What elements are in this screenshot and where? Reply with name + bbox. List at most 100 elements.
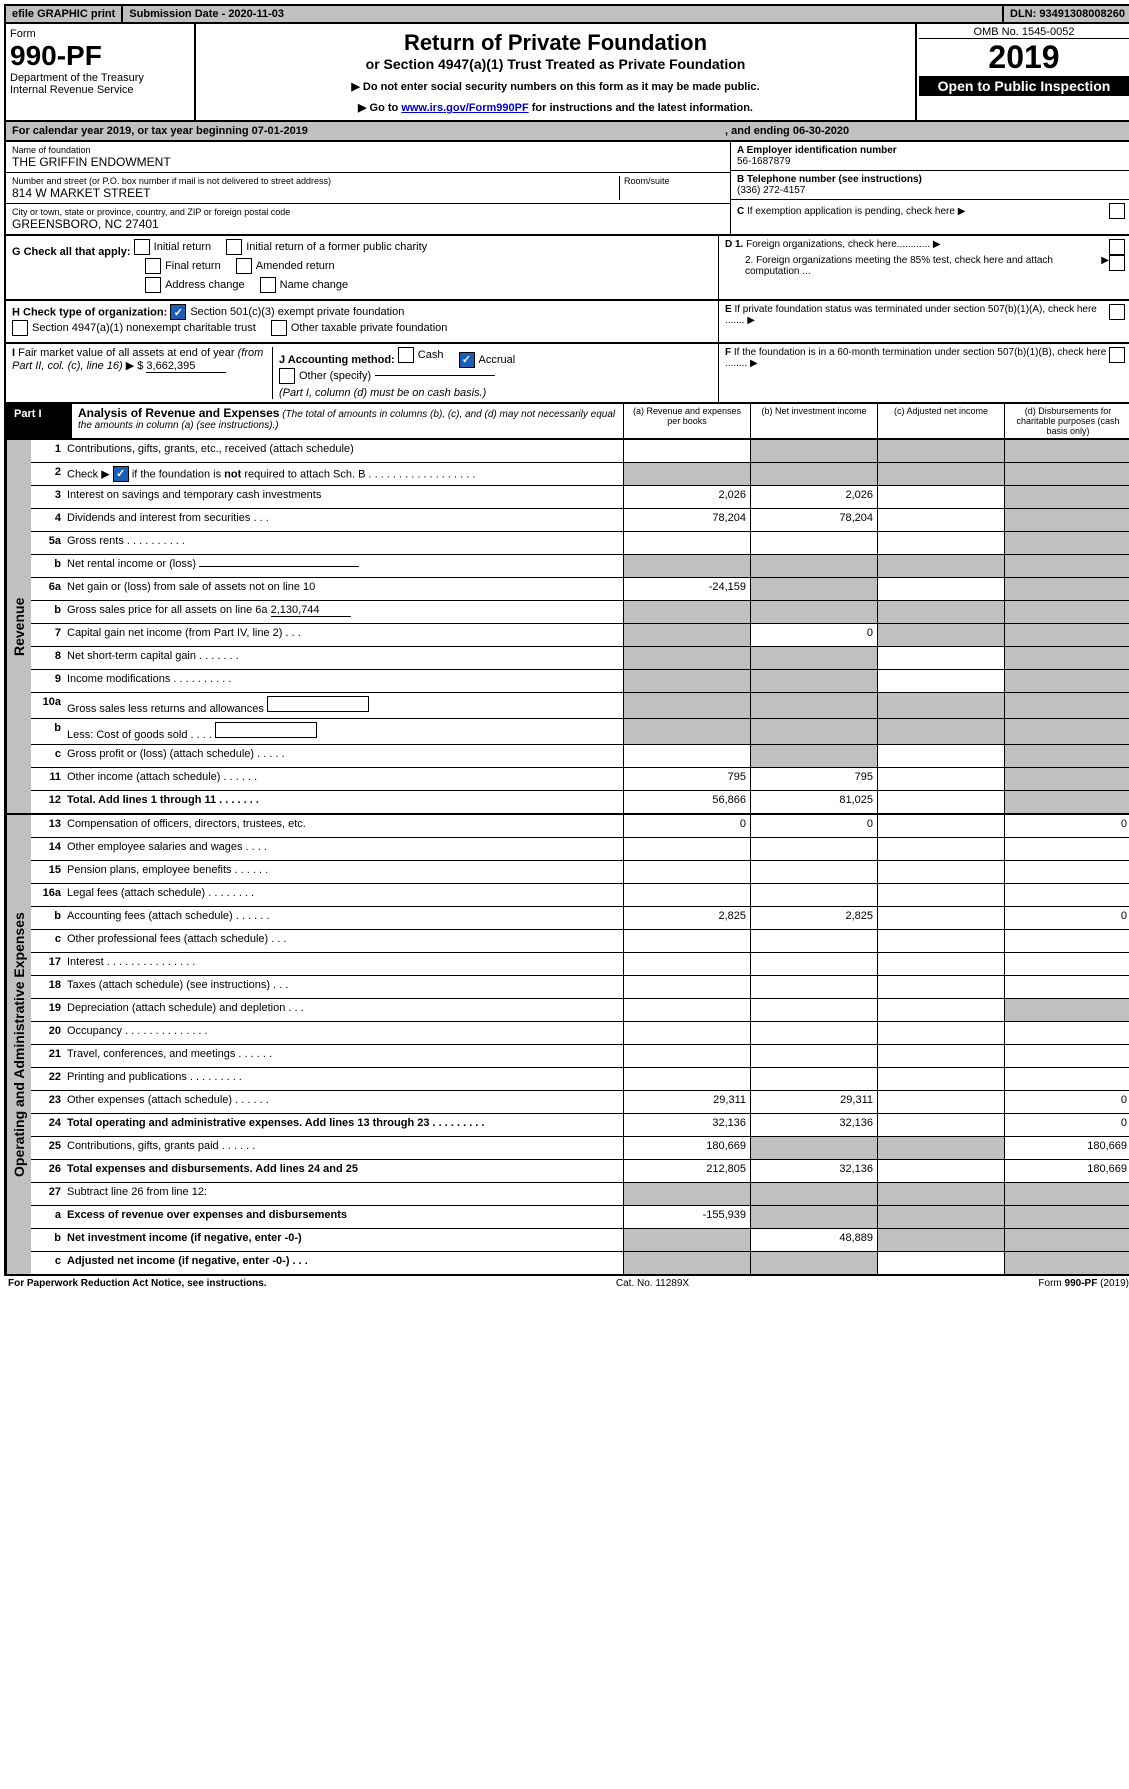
form-ref: Form 990-PF (2019) [1038, 1278, 1129, 1289]
line-27b: bNet investment income (if negative, ent… [31, 1229, 1129, 1252]
f-checkbox[interactable] [1109, 347, 1125, 363]
h-label: H Check type of organization: [12, 307, 167, 319]
line-11: 11Other income (attach schedule) . . . .… [31, 768, 1129, 791]
form-label: Form [10, 28, 190, 40]
expenses-side-label: Operating and Administrative Expenses [6, 815, 31, 1274]
line-17: 17Interest . . . . . . . . . . . . . . . [31, 953, 1129, 976]
address-row: Number and street (or P.O. box number if… [6, 173, 730, 204]
line-23: 23Other expenses (attach schedule) . . .… [31, 1091, 1129, 1114]
schb-checkbox[interactable]: ✓ [113, 466, 129, 482]
d1-checkbox[interactable] [1109, 239, 1125, 255]
line-24: 24Total operating and administrative exp… [31, 1114, 1129, 1137]
efile-label: efile GRAPHIC print [6, 6, 123, 22]
line-27: 27Subtract line 26 from line 12: [31, 1183, 1129, 1206]
j-cash-checkbox[interactable] [398, 347, 414, 363]
name-row: Name of foundation THE GRIFFIN ENDOWMENT [6, 142, 730, 173]
g-amended-checkbox[interactable] [236, 258, 252, 274]
cat-no: Cat. No. 11289X [616, 1278, 689, 1289]
section-h: H Check type of organization: ✓Section 5… [4, 301, 1129, 344]
part1-header: Part I Analysis of Revenue and Expenses … [4, 404, 1129, 440]
line-27a: aExcess of revenue over expenses and dis… [31, 1206, 1129, 1229]
g-final-return-checkbox[interactable] [145, 258, 161, 274]
line-16c: cOther professional fees (attach schedul… [31, 930, 1129, 953]
line-15: 15Pension plans, employee benefits . . .… [31, 861, 1129, 884]
section-g: G Check all that apply: Initial return I… [4, 236, 1129, 301]
ein-row: A Employer identification number 56-1687… [731, 142, 1129, 171]
j-label: J Accounting method: [279, 354, 395, 366]
section-ij: I Fair market value of all assets at end… [4, 344, 1129, 404]
dln: DLN: 93491308008260 [1004, 6, 1129, 22]
part1-desc: Analysis of Revenue and Expenses (The to… [72, 404, 623, 438]
id-block: Name of foundation THE GRIFFIN ENDOWMENT… [4, 142, 1129, 236]
g-address-change-checkbox[interactable] [145, 277, 161, 293]
line-7: 7Capital gain net income (from Part IV, … [31, 624, 1129, 647]
line-16b: bAccounting fees (attach schedule) . . .… [31, 907, 1129, 930]
line-5b: bNet rental income or (loss) [31, 555, 1129, 578]
g-name-change-checkbox[interactable] [260, 277, 276, 293]
line-10c: cGross profit or (loss) (attach schedule… [31, 745, 1129, 768]
line-19: 19Depreciation (attach schedule) and dep… [31, 999, 1129, 1022]
line-25: 25Contributions, gifts, grants paid . . … [31, 1137, 1129, 1160]
expenses-table: Operating and Administrative Expenses 13… [4, 815, 1129, 1276]
line-10b: bLess: Cost of goods sold . . . . [31, 719, 1129, 745]
revenue-table: Revenue 1Contributions, gifts, grants, e… [4, 440, 1129, 815]
line-22: 22Printing and publications . . . . . . … [31, 1068, 1129, 1091]
e-checkbox[interactable] [1109, 304, 1125, 320]
c-checkbox[interactable] [1109, 203, 1125, 219]
d2-checkbox[interactable] [1109, 255, 1125, 271]
calendar-year: For calendar year 2019, or tax year begi… [4, 122, 1129, 142]
open-public: Open to Public Inspection [919, 76, 1129, 96]
form-subtitle: or Section 4947(a)(1) Trust Treated as P… [202, 56, 909, 72]
col-b-header: (b) Net investment income [750, 404, 877, 438]
note1: ▶ Do not enter social security numbers o… [202, 80, 909, 93]
line-6b: bGross sales price for all assets on lin… [31, 601, 1129, 624]
line-13: 13Compensation of officers, directors, t… [31, 815, 1129, 838]
line-2: 2Check ▶ ✓ if the foundation is not requ… [31, 463, 1129, 486]
tax-year: 2019 [919, 39, 1129, 76]
j-note: (Part I, column (d) must be on cash basi… [279, 387, 486, 399]
line-8: 8Net short-term capital gain . . . . . .… [31, 647, 1129, 670]
j-accrual-checkbox[interactable]: ✓ [459, 352, 475, 368]
line-9: 9Income modifications . . . . . . . . . … [31, 670, 1129, 693]
paperwork-notice: For Paperwork Reduction Act Notice, see … [8, 1278, 267, 1289]
col-a-header: (a) Revenue and expenses per books [623, 404, 750, 438]
line-20: 20Occupancy . . . . . . . . . . . . . . [31, 1022, 1129, 1045]
h-other-taxable-checkbox[interactable] [271, 320, 287, 336]
line-27c: cAdjusted net income (if negative, enter… [31, 1252, 1129, 1274]
line-5a: 5aGross rents . . . . . . . . . . [31, 532, 1129, 555]
h-4947-checkbox[interactable] [12, 320, 28, 336]
col-c-header: (c) Adjusted net income [877, 404, 1004, 438]
phone-row: B Telephone number (see instructions) (3… [731, 171, 1129, 200]
c-row: C C If exemption application is pending,… [731, 200, 1129, 222]
g-initial-return-checkbox[interactable] [134, 239, 150, 255]
line-26: 26Total expenses and disbursements. Add … [31, 1160, 1129, 1183]
part1-tab: Part I [6, 404, 72, 438]
h-501c3-checkbox[interactable]: ✓ [170, 304, 186, 320]
col-d-header: (d) Disbursements for charitable purpose… [1004, 404, 1129, 438]
line-1: 1Contributions, gifts, grants, etc., rec… [31, 440, 1129, 463]
j-other-checkbox[interactable] [279, 368, 295, 384]
form-link[interactable]: www.irs.gov/Form990PF [401, 102, 528, 114]
line-14: 14Other employee salaries and wages . . … [31, 838, 1129, 861]
form-title: Return of Private Foundation [202, 30, 909, 56]
line-21: 21Travel, conferences, and meetings . . … [31, 1045, 1129, 1068]
line-6a: 6aNet gain or (loss) from sale of assets… [31, 578, 1129, 601]
form-header: Form 990-PF Department of the Treasury I… [4, 24, 1129, 122]
line-3: 3Interest on savings and temporary cash … [31, 486, 1129, 509]
note2: ▶ Go to www.irs.gov/Form990PF for instru… [202, 101, 909, 114]
g-initial-former-checkbox[interactable] [226, 239, 242, 255]
line-18: 18Taxes (attach schedule) (see instructi… [31, 976, 1129, 999]
line-10a: 10aGross sales less returns and allowanc… [31, 693, 1129, 719]
omb: OMB No. 1545-0052 [919, 26, 1129, 39]
g-label: G Check all that apply: [12, 246, 131, 258]
line-4: 4Dividends and interest from securities … [31, 509, 1129, 532]
revenue-side-label: Revenue [6, 440, 31, 813]
submission-date: Submission Date - 2020-11-03 [123, 6, 1004, 22]
line-16a: 16aLegal fees (attach schedule) . . . . … [31, 884, 1129, 907]
city-row: City or town, state or province, country… [6, 204, 730, 234]
line-12: 12Total. Add lines 1 through 11 . . . . … [31, 791, 1129, 813]
form-number: 990-PF [10, 40, 190, 72]
topbar: efile GRAPHIC print Submission Date - 20… [4, 4, 1129, 24]
fmv-value: 3,662,395 [146, 360, 226, 373]
footer: For Paperwork Reduction Act Notice, see … [4, 1276, 1129, 1291]
